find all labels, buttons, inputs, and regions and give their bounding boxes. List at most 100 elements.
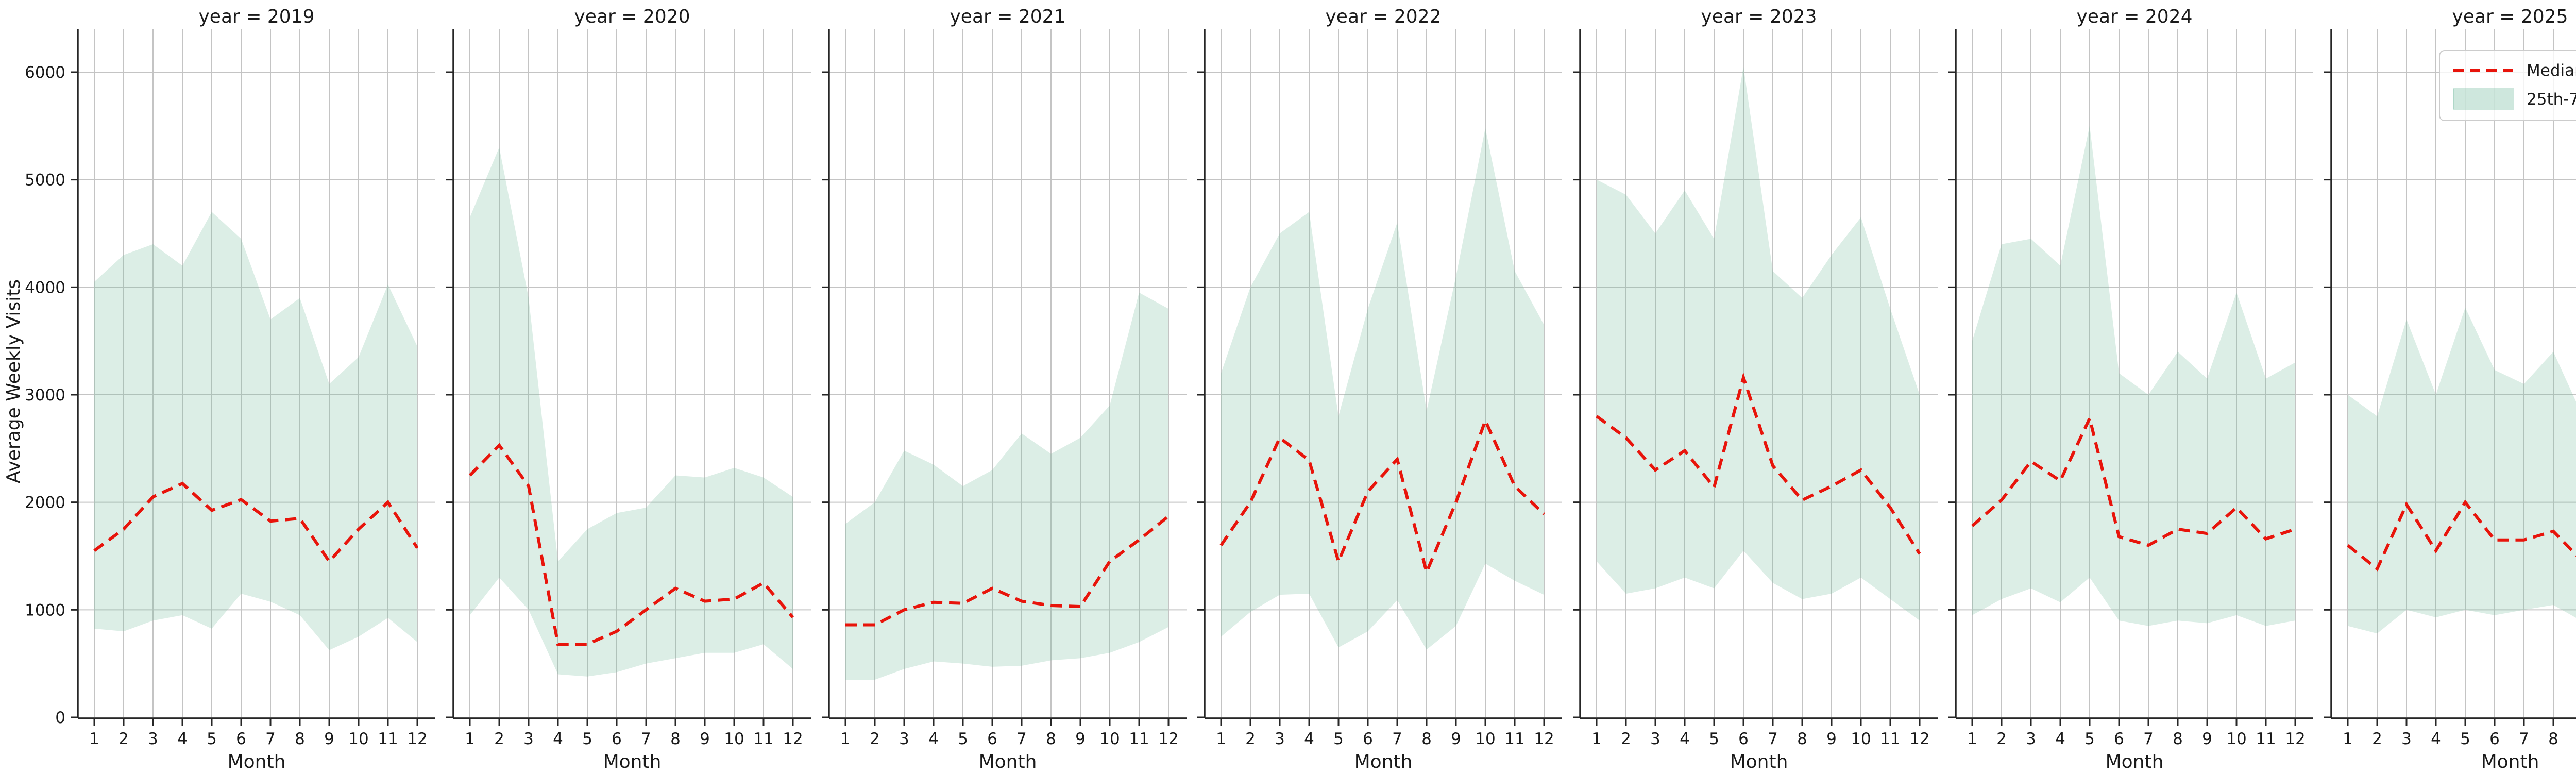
x-tick-label: 7	[2143, 730, 2154, 748]
facet-title: year = 2021	[950, 6, 1066, 27]
x-tick-label: 4	[553, 730, 563, 748]
x-tick-label: 3	[148, 730, 158, 748]
legend-band-label: 25th-75th Percentile	[2527, 90, 2576, 109]
x-tick-label: 10	[2226, 730, 2246, 748]
x-tick-label: 5	[2460, 730, 2470, 748]
x-axis-label: Month	[2481, 751, 2539, 772]
x-axis-label: Month	[1730, 751, 1788, 772]
x-tick-label: 12	[783, 730, 803, 748]
x-tick-label: 8	[1421, 730, 1432, 748]
x-tick-label: 9	[1075, 730, 1086, 748]
x-tick-label: 3	[523, 730, 534, 748]
x-tick-label: 2	[1996, 730, 2007, 748]
facet-title: year = 2022	[1326, 6, 1442, 27]
x-tick-label: 2	[118, 730, 129, 748]
x-tick-label: 2	[2372, 730, 2382, 748]
x-tick-label: 1	[89, 730, 99, 748]
x-tick-label: 4	[177, 730, 188, 748]
x-tick-label: 3	[2026, 730, 2036, 748]
y-tick-label: 2000	[25, 494, 65, 512]
x-tick-label: 4	[1680, 730, 1690, 748]
x-tick-label: 9	[700, 730, 710, 748]
x-tick-label: 4	[1304, 730, 1314, 748]
x-tick-label: 9	[1451, 730, 1461, 748]
legend: Median 25th-75th Percentile	[2439, 50, 2576, 121]
percentile-band	[1597, 66, 1920, 621]
x-tick-label: 4	[2055, 730, 2065, 748]
x-tick-label: 11	[1129, 730, 1149, 748]
x-tick-label: 3	[1650, 730, 1660, 748]
x-axis-label: Month	[1354, 751, 1413, 772]
x-tick-label: 7	[1392, 730, 1402, 748]
percentile-band	[94, 212, 417, 650]
legend-median-label: Median	[2527, 61, 2576, 80]
x-axis-label: Month	[603, 751, 662, 772]
x-tick-label: 4	[2431, 730, 2441, 748]
percentile-band	[2348, 307, 2576, 634]
legend-box	[2439, 50, 2576, 121]
x-tick-label: 10	[1851, 730, 1871, 748]
x-tick-label: 6	[1738, 730, 1749, 748]
x-tick-label: 6	[987, 730, 997, 748]
x-tick-label: 1	[840, 730, 851, 748]
x-tick-label: 12	[1534, 730, 1554, 748]
x-tick-label: 7	[641, 730, 651, 748]
x-tick-label: 1	[1216, 730, 1226, 748]
x-tick-label: 2	[1245, 730, 1256, 748]
y-tick-label: 0	[55, 709, 65, 727]
x-tick-label: 11	[2256, 730, 2276, 748]
x-tick-label: 5	[582, 730, 592, 748]
x-tick-label: 1	[2343, 730, 2353, 748]
x-tick-label: 5	[2084, 730, 2095, 748]
y-tick-label: 4000	[25, 278, 65, 297]
x-tick-label: 9	[324, 730, 334, 748]
x-tick-label: 1	[1591, 730, 1602, 748]
percentile-band	[470, 147, 793, 677]
x-tick-label: 8	[2548, 730, 2558, 748]
x-axis-label: Month	[979, 751, 1037, 772]
median-line	[845, 515, 1170, 627]
y-tick-label: 3000	[25, 386, 65, 405]
facet-title: year = 2020	[574, 6, 690, 27]
x-tick-label: 6	[236, 730, 246, 748]
legend-band-swatch	[2453, 88, 2514, 110]
x-tick-label: 4	[928, 730, 939, 748]
x-tick-label: 8	[1797, 730, 1807, 748]
x-tick-label: 9	[2202, 730, 2212, 748]
x-tick-label: 11	[378, 730, 398, 748]
median-line	[468, 443, 794, 646]
x-tick-label: 12	[1158, 730, 1178, 748]
y-tick-label: 5000	[25, 171, 65, 190]
x-tick-label: 3	[899, 730, 909, 748]
median-line	[1971, 413, 2296, 547]
y-axis-label: Average Weekly Visits	[3, 279, 24, 483]
x-tick-label: 5	[958, 730, 968, 748]
x-tick-label: 2	[870, 730, 880, 748]
x-tick-label: 7	[265, 730, 276, 748]
x-tick-label: 8	[2173, 730, 2183, 748]
facet-title: year = 2025	[2452, 6, 2568, 27]
x-tick-label: 11	[1880, 730, 1900, 748]
x-tick-label: 11	[1504, 730, 1524, 748]
x-tick-label: 12	[407, 730, 427, 748]
x-tick-label: 7	[1768, 730, 1778, 748]
facet-title: year = 2019	[199, 6, 315, 27]
x-tick-label: 3	[1275, 730, 1285, 748]
median-line	[93, 481, 419, 564]
x-tick-label: 2	[494, 730, 504, 748]
y-tick-label: 6000	[25, 63, 65, 82]
x-tick-label: 10	[1475, 730, 1495, 748]
facet-title: year = 2024	[2077, 6, 2193, 27]
x-tick-label: 11	[753, 730, 773, 748]
percentile-band	[845, 292, 1168, 680]
x-tick-label: 8	[295, 730, 305, 748]
percentile-band	[1221, 128, 1544, 650]
x-axis-label: Month	[2106, 751, 2164, 772]
